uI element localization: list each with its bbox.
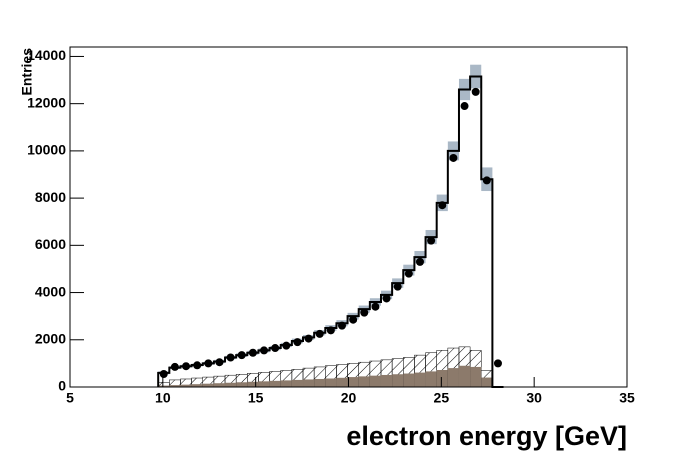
data-point <box>271 344 280 353</box>
y-tick-label: 6000 <box>35 236 66 252</box>
filled-bar <box>380 374 393 387</box>
data-point <box>493 359 502 368</box>
x-tick-label: 15 <box>248 390 264 406</box>
data-point <box>427 236 436 245</box>
filled-bar <box>169 385 181 387</box>
data-point <box>282 341 291 350</box>
filled-bar <box>303 379 315 387</box>
filled-bar <box>347 377 359 387</box>
x-axis-label: electron energy [GeV] <box>346 421 627 451</box>
data-point <box>304 334 313 343</box>
filled-bar <box>191 384 203 387</box>
y-tick-label: 14000 <box>27 47 66 63</box>
data-point <box>193 361 202 370</box>
filled-bar <box>291 379 304 387</box>
y-axis-label: Entries <box>19 48 35 96</box>
data-point <box>349 315 358 324</box>
filled-bar <box>403 373 415 387</box>
data-point <box>415 257 424 266</box>
y-tick-label: 4000 <box>35 283 66 299</box>
data-point <box>237 351 246 360</box>
data-point <box>438 201 447 210</box>
x-tick-label: 30 <box>526 390 542 406</box>
x-tick-label: 20 <box>341 390 357 406</box>
filled-bar <box>236 382 248 387</box>
filled-bar <box>180 384 192 387</box>
data-point <box>226 353 235 362</box>
filled-bar <box>481 377 493 387</box>
filled-bar <box>158 385 170 387</box>
filled-bar <box>247 381 259 387</box>
filled-bar <box>280 380 292 387</box>
filled-bar <box>470 366 482 387</box>
data-point <box>393 282 402 291</box>
data-point <box>326 326 335 335</box>
data-point <box>215 358 224 367</box>
data-point <box>182 362 191 371</box>
data-point <box>170 362 179 371</box>
x-tick-label: 35 <box>619 390 635 406</box>
filled-bar <box>458 365 471 387</box>
filled-bar <box>392 374 404 387</box>
filled-bar <box>358 376 370 387</box>
filled-bar <box>314 378 326 387</box>
filled-bar <box>202 383 214 387</box>
data-point <box>482 176 491 185</box>
filled-bar <box>369 375 381 387</box>
x-tick-label: 25 <box>434 390 450 406</box>
data-point <box>338 321 347 330</box>
data-point <box>471 87 480 96</box>
filled-bar <box>336 377 348 387</box>
y-tick-label: 0 <box>58 378 66 394</box>
data-point <box>371 302 380 311</box>
data-point <box>293 338 302 347</box>
filled-bar <box>425 371 437 387</box>
filled-bar <box>225 382 237 387</box>
data-point <box>315 329 324 338</box>
data-point <box>360 308 369 317</box>
y-tick-label: 12000 <box>27 94 66 110</box>
data-point <box>204 359 213 368</box>
data-point <box>460 102 469 111</box>
y-tick-label: 2000 <box>35 330 66 346</box>
x-tick-label: 5 <box>66 390 74 406</box>
x-tick-label: 10 <box>155 390 171 406</box>
filled-bar <box>447 368 459 387</box>
plot-area <box>157 64 504 388</box>
data-point <box>382 294 391 303</box>
y-tick-label: 8000 <box>35 189 66 205</box>
data-point <box>159 370 168 379</box>
data-point <box>260 346 269 355</box>
filled-bar <box>258 381 270 387</box>
data-point <box>404 269 413 278</box>
filled-bar <box>213 383 226 387</box>
filled-bar <box>436 370 448 387</box>
y-tick-label: 10000 <box>27 142 66 158</box>
filled-bar <box>325 378 337 387</box>
filled-bar <box>269 380 281 387</box>
data-point <box>449 153 458 162</box>
filled-bar <box>414 372 426 387</box>
data-point <box>248 348 257 357</box>
